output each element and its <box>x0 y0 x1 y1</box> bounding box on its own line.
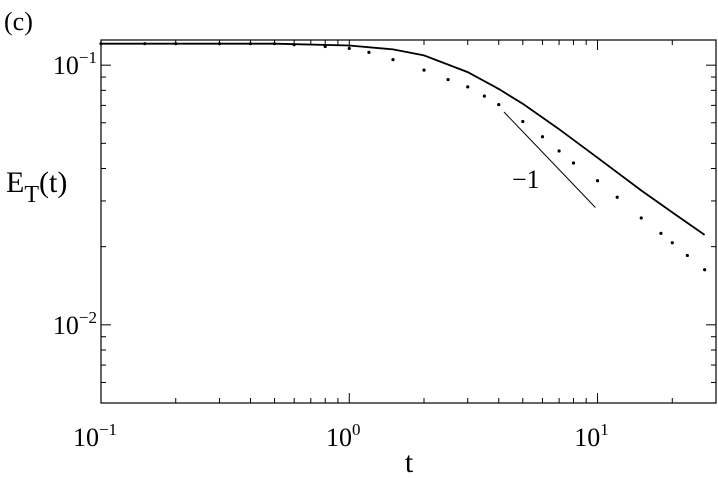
data-point <box>540 135 545 139</box>
y-tick-label-base: 10 <box>53 311 79 340</box>
data-point <box>521 119 525 124</box>
data-point <box>685 253 689 258</box>
reference-slope-line <box>503 111 596 208</box>
data-point <box>347 46 351 51</box>
slope-annotation: −1 <box>512 165 540 194</box>
data-point <box>703 268 707 272</box>
y-tick-label: 10−2 <box>53 308 97 340</box>
x-tick-label: 100 <box>326 420 361 452</box>
x-tick-label: 101 <box>574 420 609 452</box>
y-label-main: E <box>6 166 24 199</box>
data-point <box>497 102 501 107</box>
y-label-sub: T <box>24 182 39 208</box>
y-axis-label: ET(t) <box>6 166 67 208</box>
data-point <box>557 149 561 153</box>
data-point <box>248 42 253 46</box>
data-point <box>143 42 147 46</box>
data-point <box>422 68 426 72</box>
x-tick-label-exponent: 1 <box>600 420 609 439</box>
data-point <box>99 42 103 46</box>
panel-label: (c) <box>4 7 33 36</box>
x-tick-label-base: 10 <box>73 423 99 452</box>
x-tick-label-exponent: 0 <box>352 420 361 439</box>
data-point <box>595 179 600 183</box>
data-point <box>482 94 486 98</box>
data-point <box>659 231 663 235</box>
y-tick-label: 10−1 <box>53 48 97 80</box>
data-point <box>367 50 371 54</box>
data-point <box>292 43 296 47</box>
data-point <box>391 58 395 62</box>
x-tick-label: 10−1 <box>73 420 117 452</box>
data-point <box>323 44 327 49</box>
data-point <box>272 42 277 46</box>
data-point <box>571 161 576 165</box>
x-axis-label: t <box>405 446 414 478</box>
data-point <box>446 77 450 82</box>
y-tick-label-exponent: −2 <box>79 308 97 327</box>
x-tick-label-base: 10 <box>326 423 352 452</box>
y-tick-label-base: 10 <box>53 51 79 80</box>
y-label-rest: (t) <box>39 166 67 199</box>
data-point <box>466 85 470 89</box>
series-line <box>101 42 706 236</box>
x-tick-label-base: 10 <box>574 423 600 452</box>
x-tick-label-exponent: −1 <box>99 420 117 439</box>
y-tick-label-exponent: −1 <box>79 48 97 67</box>
data-point <box>217 42 222 46</box>
plot-frame <box>100 39 717 404</box>
data-point <box>639 216 643 220</box>
data-point <box>670 241 674 245</box>
data-point <box>615 195 619 199</box>
data-point <box>174 42 178 46</box>
